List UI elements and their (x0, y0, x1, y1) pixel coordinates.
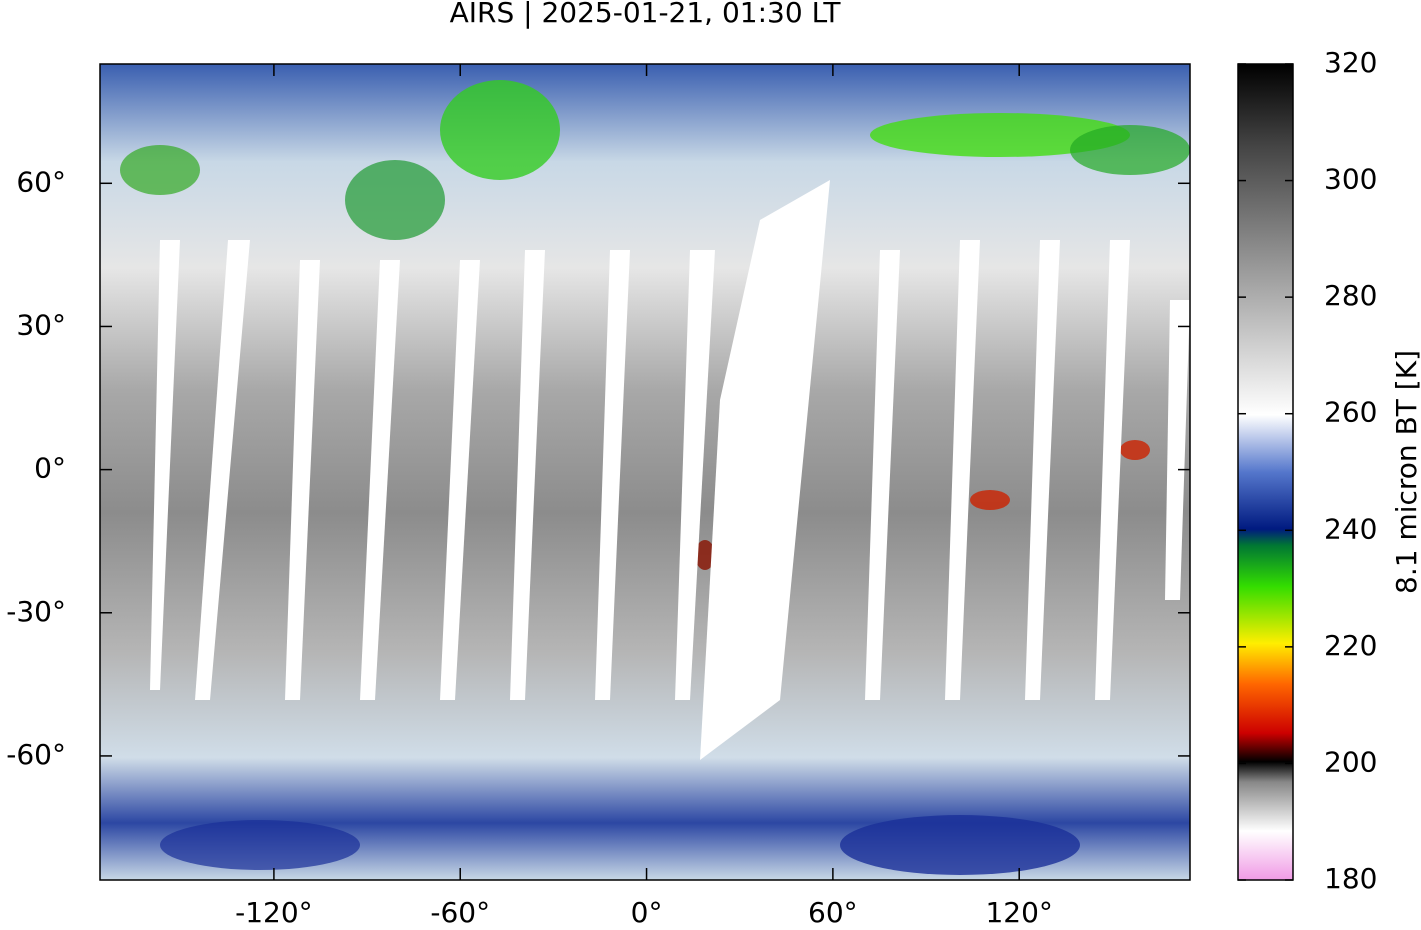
x-tick-label: 60° (808, 896, 858, 929)
x-tick-label: -60° (430, 896, 490, 929)
x-tick-label: -120° (235, 896, 313, 929)
colorbar-tick-label: 200 (1324, 745, 1377, 778)
y-tick-label: 0° (34, 452, 66, 485)
colorbar-tick-label: 180 (1324, 862, 1377, 895)
y-tick-label: 60° (16, 165, 66, 198)
map-image (99, 63, 1191, 881)
title: AIRS | 2025-01-21, 01:30 LT (450, 0, 842, 29)
colorbar (1237, 63, 1294, 881)
colorbar-label: 8.1 micron BT [K] (1390, 350, 1421, 594)
y-tick-label: 30° (16, 308, 66, 341)
colorbar-tick-label: 240 (1324, 512, 1377, 545)
y-tick-label: -60° (6, 738, 66, 771)
colorbar-tick-label: 320 (1324, 46, 1377, 79)
x-tick-label: 120° (985, 896, 1052, 929)
x-tick-label: 0° (631, 896, 663, 929)
colorbar-tick-label: 280 (1324, 279, 1377, 312)
colorbar-tick-label: 260 (1324, 396, 1377, 429)
y-tick-label: -30° (6, 595, 66, 628)
colorbar-tick-label: 220 (1324, 629, 1377, 662)
colorbar-tick-label: 300 (1324, 163, 1377, 196)
